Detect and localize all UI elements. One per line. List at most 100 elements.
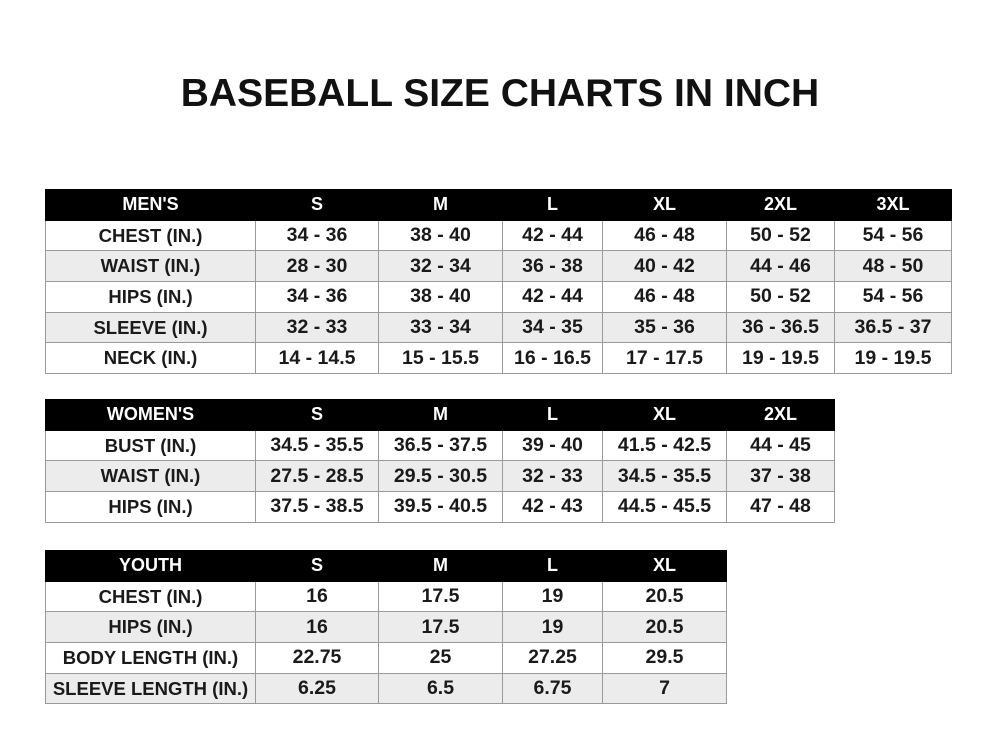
size-value: 6.25 <box>255 672 379 705</box>
size-value: 41.5 - 42.5 <box>602 429 727 462</box>
size-header: XL <box>602 189 727 221</box>
size-value: 35 - 36 <box>602 311 727 344</box>
table-category-header: WOMEN'S <box>45 399 256 431</box>
table-row: WAIST (IN.) 28 - 30 32 - 34 36 - 38 40 - 42 4… <box>45 250 952 283</box>
table-row: NECK (IN.) 14 - 14.5 15 - 15.5 16 - 16.5 17 … <box>45 342 952 375</box>
womens-size-table: WOMEN'S S M L XL 2XL BUST (IN.) 34.5 - 35.5 36.5… <box>45 399 835 523</box>
size-value: 46 - 48 <box>602 219 727 252</box>
size-value: 16 <box>255 611 379 644</box>
size-value: 16 - 16.5 <box>502 342 603 375</box>
size-value: 44.5 - 45.5 <box>602 491 727 523</box>
size-value: 37.5 - 38.5 <box>255 491 379 523</box>
measurement-label: HIPS (IN.) <box>45 281 256 313</box>
size-value: 17.5 <box>378 580 503 613</box>
size-value: 42 - 43 <box>502 491 603 523</box>
size-value: 20.5 <box>602 580 727 613</box>
size-header: XL <box>602 399 727 431</box>
size-value: 34 - 36 <box>255 219 379 252</box>
size-value: 29.5 - 30.5 <box>378 460 503 493</box>
table-row: CHEST (IN.) 16 17.5 19 20.5 <box>45 580 727 613</box>
size-value: 37 - 38 <box>726 460 835 493</box>
size-value: 44 - 45 <box>726 429 835 462</box>
table-row: HIPS (IN.) 37.5 - 38.5 39.5 - 40.5 42 - 43 4… <box>45 491 835 523</box>
size-value: 19 - 19.5 <box>834 342 952 375</box>
size-value: 50 - 52 <box>726 219 835 252</box>
size-value: 32 - 33 <box>255 311 379 344</box>
size-value: 36.5 - 37.5 <box>378 429 503 462</box>
size-value: 15 - 15.5 <box>378 342 503 375</box>
size-value: 40 - 42 <box>602 250 727 283</box>
size-value: 44 - 46 <box>726 250 835 283</box>
size-value: 14 - 14.5 <box>255 342 379 375</box>
size-value: 39 - 40 <box>502 429 603 462</box>
size-value: 20.5 <box>602 611 727 644</box>
size-value: 39.5 - 40.5 <box>378 491 503 523</box>
table-row: SLEEVE LENGTH (IN.) 6.25 6.5 6.75 7 <box>45 672 727 705</box>
size-value: 48 - 50 <box>834 250 952 283</box>
size-value: 29.5 <box>602 642 727 674</box>
size-value: 32 - 33 <box>502 460 603 493</box>
size-value: 38 - 40 <box>378 219 503 252</box>
measurement-label: CHEST (IN.) <box>45 580 256 613</box>
size-value: 54 - 56 <box>834 219 952 252</box>
size-header: M <box>378 399 503 431</box>
size-value: 38 - 40 <box>378 281 503 313</box>
table-row: WAIST (IN.) 27.5 - 28.5 29.5 - 30.5 32 - 33… <box>45 460 835 493</box>
youth-size-table: YOUTH S M L XL CHEST (IN.) 16 17.5 19 20.5 HIPS (I… <box>45 550 727 705</box>
size-header: M <box>378 550 503 582</box>
size-value: 34 - 36 <box>255 281 379 313</box>
size-value: 34 - 35 <box>502 311 603 344</box>
table-row: HIPS (IN.) 34 - 36 38 - 40 42 - 44 46 - 48 50… <box>45 281 952 313</box>
size-value: 27.5 - 28.5 <box>255 460 379 493</box>
size-header: XL <box>602 550 727 582</box>
mens-size-table: MEN'S S M L XL 2XL 3XL CHEST (IN.) 34 - 36 38 - 4… <box>45 189 952 375</box>
table-row: CHEST (IN.) 34 - 36 38 - 40 42 - 44 46 - 48 5… <box>45 219 952 252</box>
size-header: L <box>502 399 603 431</box>
size-value: 36 - 38 <box>502 250 603 283</box>
size-value: 33 - 34 <box>378 311 503 344</box>
size-header: S <box>255 550 379 582</box>
table-category-header: MEN'S <box>45 189 256 221</box>
size-value: 47 - 48 <box>726 491 835 523</box>
header-row: YOUTH S M L XL <box>45 550 727 582</box>
size-value: 36.5 - 37 <box>834 311 952 344</box>
size-value: 42 - 44 <box>502 219 603 252</box>
measurement-label: WAIST (IN.) <box>45 460 256 493</box>
size-value: 19 - 19.5 <box>726 342 835 375</box>
size-value: 50 - 52 <box>726 281 835 313</box>
measurement-label: SLEEVE LENGTH (IN.) <box>45 672 256 705</box>
table-category-header: YOUTH <box>45 550 256 582</box>
measurement-label: CHEST (IN.) <box>45 219 256 252</box>
size-value: 7 <box>602 672 727 705</box>
page-title: BASEBALL SIZE CHARTS IN INCH <box>180 72 820 115</box>
size-value: 25 <box>378 642 503 674</box>
size-value: 27.25 <box>502 642 603 674</box>
size-value: 6.5 <box>378 672 503 705</box>
measurement-label: BODY LENGTH (IN.) <box>45 642 256 674</box>
size-value: 22.75 <box>255 642 379 674</box>
size-value: 19 <box>502 580 603 613</box>
size-value: 16 <box>255 580 379 613</box>
size-value: 42 - 44 <box>502 281 603 313</box>
size-value: 17 - 17.5 <box>602 342 727 375</box>
size-value: 32 - 34 <box>378 250 503 283</box>
size-value: 46 - 48 <box>602 281 727 313</box>
table-row: BODY LENGTH (IN.) 22.75 25 27.25 29.5 <box>45 642 727 674</box>
size-value: 34.5 - 35.5 <box>602 460 727 493</box>
measurement-label: HIPS (IN.) <box>45 611 256 644</box>
size-value: 28 - 30 <box>255 250 379 283</box>
size-header: 3XL <box>834 189 952 221</box>
size-value: 6.75 <box>502 672 603 705</box>
measurement-label: BUST (IN.) <box>45 429 256 462</box>
header-row: MEN'S S M L XL 2XL 3XL <box>45 189 952 221</box>
size-header: S <box>255 399 379 431</box>
size-value: 17.5 <box>378 611 503 644</box>
table-row: BUST (IN.) 34.5 - 35.5 36.5 - 37.5 39 - 40 4… <box>45 429 835 462</box>
size-header: M <box>378 189 503 221</box>
table-row: HIPS (IN.) 16 17.5 19 20.5 <box>45 611 727 644</box>
measurement-label: HIPS (IN.) <box>45 491 256 523</box>
size-value: 19 <box>502 611 603 644</box>
size-value: 34.5 - 35.5 <box>255 429 379 462</box>
size-value: 36 - 36.5 <box>726 311 835 344</box>
size-header: L <box>502 189 603 221</box>
